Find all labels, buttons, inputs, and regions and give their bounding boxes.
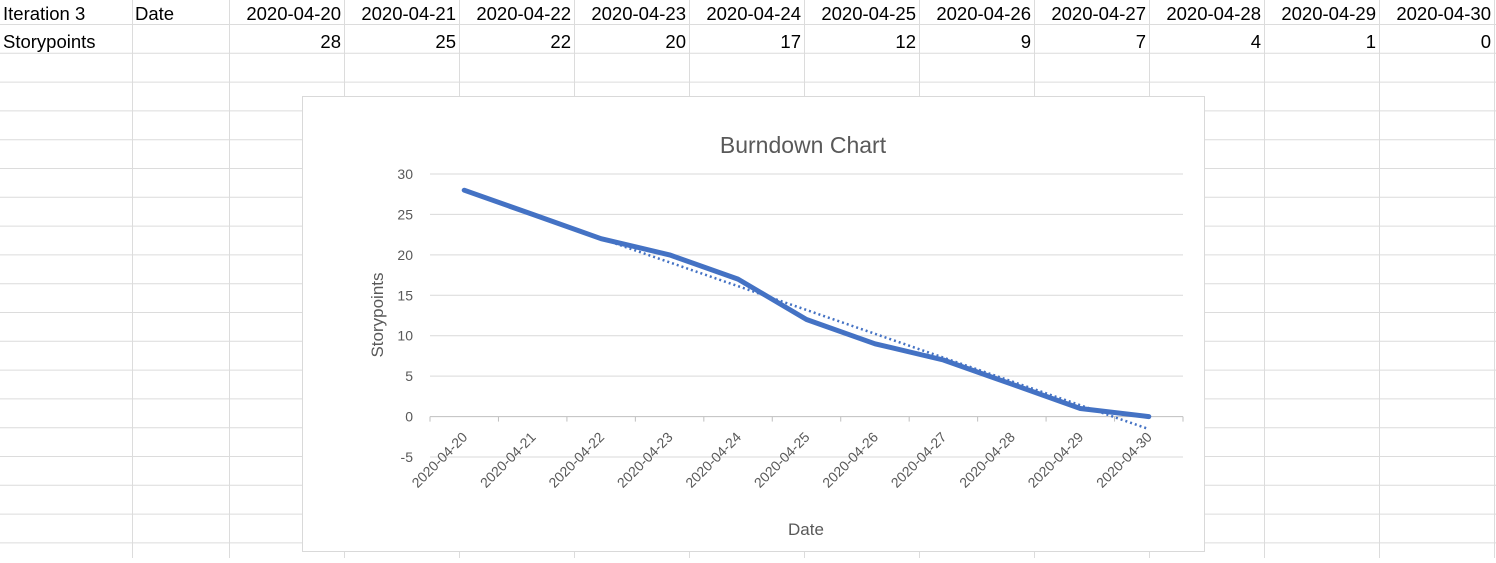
cell-date[interactable]: 2020-04-26 (919, 0, 1034, 28)
y-tick-label: 5 (405, 368, 413, 384)
x-axis-title: Date (788, 520, 824, 539)
x-tick-label: 2020-04-20 (408, 429, 470, 491)
cell-storypoints[interactable]: 17 (689, 28, 804, 56)
y-tick-label: 30 (397, 166, 413, 182)
x-tick-label: 2020-04-24 (682, 429, 744, 491)
cell-storypoints[interactable]: 25 (344, 28, 459, 56)
cell-date[interactable]: 2020-04-25 (804, 0, 919, 28)
x-tick-label: 2020-04-21 (477, 429, 539, 491)
cell-empty[interactable] (132, 28, 229, 56)
y-tick-label: 10 (397, 328, 413, 344)
cell-storypoints[interactable]: 28 (229, 28, 344, 56)
chart-title: Burndown Chart (720, 132, 887, 158)
x-tick-label: 2020-04-27 (888, 429, 950, 491)
x-tick-label: 2020-04-25 (751, 429, 813, 491)
y-axis-title: Storypoints (368, 272, 387, 357)
cell-storypoints[interactable]: 12 (804, 28, 919, 56)
x-tick-label: 2020-04-26 (819, 429, 881, 491)
x-tick-label: 2020-04-28 (956, 429, 1018, 491)
cell-date[interactable]: 2020-04-24 (689, 0, 804, 28)
cell-date-header[interactable]: Date (132, 0, 229, 28)
cell-storypoints[interactable]: 22 (459, 28, 574, 56)
cell-date[interactable]: 2020-04-30 (1379, 0, 1494, 28)
cell-date[interactable]: 2020-04-23 (574, 0, 689, 28)
cell-storypoints-label[interactable]: Storypoints (0, 28, 132, 56)
y-tick-label: 0 (405, 409, 413, 425)
y-tick-label: -5 (401, 449, 414, 465)
cell-storypoints[interactable]: 9 (919, 28, 1034, 56)
cell-date[interactable]: 2020-04-21 (344, 0, 459, 28)
x-tick-label: 2020-04-30 (1093, 429, 1155, 491)
cell-storypoints[interactable]: 7 (1034, 28, 1149, 56)
x-tick-label: 2020-04-23 (614, 429, 676, 491)
cell-storypoints[interactable]: 0 (1379, 28, 1494, 56)
cell-storypoints[interactable]: 20 (574, 28, 689, 56)
x-tick-label: 2020-04-22 (545, 429, 607, 491)
y-tick-label: 25 (397, 206, 413, 222)
cell-date[interactable]: 2020-04-27 (1034, 0, 1149, 28)
cell-date[interactable]: 2020-04-28 (1149, 0, 1264, 28)
cell-iteration-label[interactable]: Iteration 3 (0, 0, 132, 28)
cell-storypoints[interactable]: 4 (1149, 28, 1264, 56)
cell-date[interactable]: 2020-04-29 (1264, 0, 1379, 28)
cell-date[interactable]: 2020-04-22 (459, 0, 574, 28)
x-tick-label: 2020-04-29 (1024, 429, 1086, 491)
series-line (464, 190, 1149, 416)
y-tick-label: 20 (397, 247, 413, 263)
cell-date[interactable]: 2020-04-20 (229, 0, 344, 28)
cell-storypoints[interactable]: 1 (1264, 28, 1379, 56)
y-tick-label: 15 (397, 287, 413, 303)
